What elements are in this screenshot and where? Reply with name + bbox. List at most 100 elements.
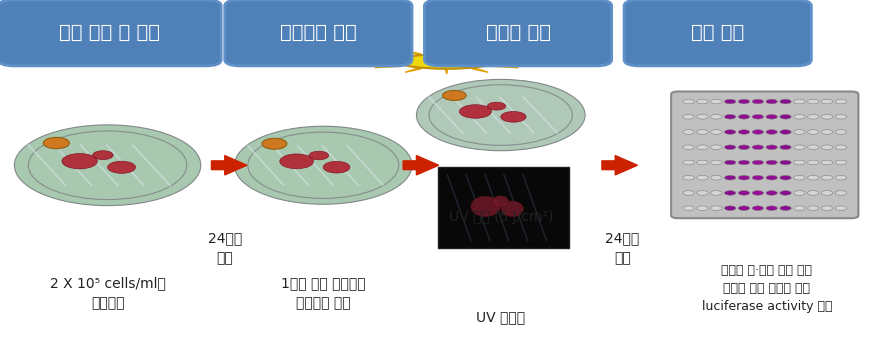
Ellipse shape (697, 145, 708, 150)
Ellipse shape (262, 138, 287, 149)
Ellipse shape (711, 175, 722, 180)
Ellipse shape (739, 115, 750, 119)
Ellipse shape (780, 130, 791, 134)
Ellipse shape (752, 191, 764, 195)
Ellipse shape (766, 175, 778, 180)
Ellipse shape (248, 132, 398, 198)
Ellipse shape (780, 191, 791, 195)
Ellipse shape (416, 79, 585, 151)
Ellipse shape (724, 130, 736, 134)
Ellipse shape (780, 175, 791, 180)
Ellipse shape (807, 206, 819, 211)
Ellipse shape (752, 130, 764, 134)
Ellipse shape (711, 99, 722, 104)
Ellipse shape (501, 201, 523, 217)
Ellipse shape (752, 115, 764, 119)
FancyBboxPatch shape (672, 92, 858, 218)
Ellipse shape (724, 160, 736, 165)
Polygon shape (403, 155, 438, 175)
Ellipse shape (711, 191, 722, 195)
Polygon shape (375, 55, 401, 58)
Ellipse shape (323, 161, 350, 173)
Text: 24시간
배양: 24시간 배양 (207, 231, 242, 265)
Ellipse shape (752, 175, 764, 180)
Ellipse shape (835, 160, 847, 165)
Ellipse shape (752, 99, 764, 104)
Ellipse shape (488, 102, 505, 110)
Ellipse shape (697, 130, 708, 134)
Ellipse shape (807, 115, 819, 119)
Ellipse shape (766, 99, 778, 104)
Ellipse shape (697, 175, 708, 180)
Text: 2 X 10⁵ cells/ml로
세포분주: 2 X 10⁵ cells/ml로 세포분주 (50, 277, 165, 310)
Polygon shape (446, 49, 447, 53)
Ellipse shape (697, 99, 708, 104)
Ellipse shape (780, 145, 791, 150)
Polygon shape (212, 155, 247, 175)
Ellipse shape (794, 145, 805, 150)
Ellipse shape (822, 145, 833, 150)
Ellipse shape (683, 115, 695, 119)
Ellipse shape (29, 131, 187, 200)
Ellipse shape (683, 206, 695, 211)
Ellipse shape (822, 99, 833, 104)
Ellipse shape (780, 206, 791, 211)
Ellipse shape (807, 145, 819, 150)
Ellipse shape (739, 145, 750, 150)
Ellipse shape (739, 175, 750, 180)
Ellipse shape (711, 160, 722, 165)
Text: 결과 분석: 결과 분석 (691, 23, 745, 42)
Ellipse shape (739, 130, 750, 134)
Ellipse shape (794, 175, 805, 180)
Ellipse shape (835, 191, 847, 195)
Ellipse shape (752, 145, 764, 150)
Ellipse shape (835, 99, 847, 104)
Ellipse shape (766, 206, 778, 211)
Ellipse shape (780, 115, 791, 119)
Ellipse shape (14, 125, 201, 206)
Text: 광조사 유·무에 따른 물질
농도별 세포 생존율 또는
luciferase activity 측정: 광조사 유·무에 따른 물질 농도별 세포 생존율 또는 luciferase … (702, 264, 832, 313)
Ellipse shape (697, 191, 708, 195)
Ellipse shape (697, 206, 708, 211)
Ellipse shape (397, 54, 496, 69)
Ellipse shape (807, 130, 819, 134)
Ellipse shape (724, 115, 736, 119)
Ellipse shape (93, 151, 113, 160)
Ellipse shape (711, 206, 722, 211)
Ellipse shape (724, 99, 736, 104)
FancyBboxPatch shape (225, 0, 412, 66)
Ellipse shape (711, 130, 722, 134)
FancyBboxPatch shape (0, 0, 221, 66)
Text: 자외선 조사: 자외선 조사 (486, 23, 551, 42)
Ellipse shape (822, 115, 833, 119)
Ellipse shape (429, 85, 572, 145)
Ellipse shape (683, 191, 695, 195)
Ellipse shape (62, 153, 97, 169)
Polygon shape (492, 65, 519, 68)
Ellipse shape (794, 206, 805, 211)
Ellipse shape (807, 191, 819, 195)
Ellipse shape (835, 115, 847, 119)
Ellipse shape (459, 105, 491, 118)
Ellipse shape (471, 196, 500, 217)
Polygon shape (363, 60, 394, 62)
Polygon shape (500, 60, 530, 62)
Polygon shape (446, 69, 447, 74)
Ellipse shape (724, 175, 736, 180)
Ellipse shape (807, 175, 819, 180)
Ellipse shape (697, 115, 708, 119)
Ellipse shape (822, 175, 833, 180)
Ellipse shape (739, 99, 750, 104)
Ellipse shape (683, 130, 695, 134)
Ellipse shape (683, 160, 695, 165)
Ellipse shape (752, 160, 764, 165)
Ellipse shape (835, 145, 847, 150)
Ellipse shape (807, 160, 819, 165)
Text: 시험물질 처리: 시험물질 처리 (280, 23, 356, 42)
Ellipse shape (711, 145, 722, 150)
Ellipse shape (107, 161, 136, 173)
Polygon shape (472, 51, 488, 55)
Ellipse shape (780, 160, 791, 165)
Ellipse shape (794, 191, 805, 195)
Ellipse shape (683, 175, 695, 180)
